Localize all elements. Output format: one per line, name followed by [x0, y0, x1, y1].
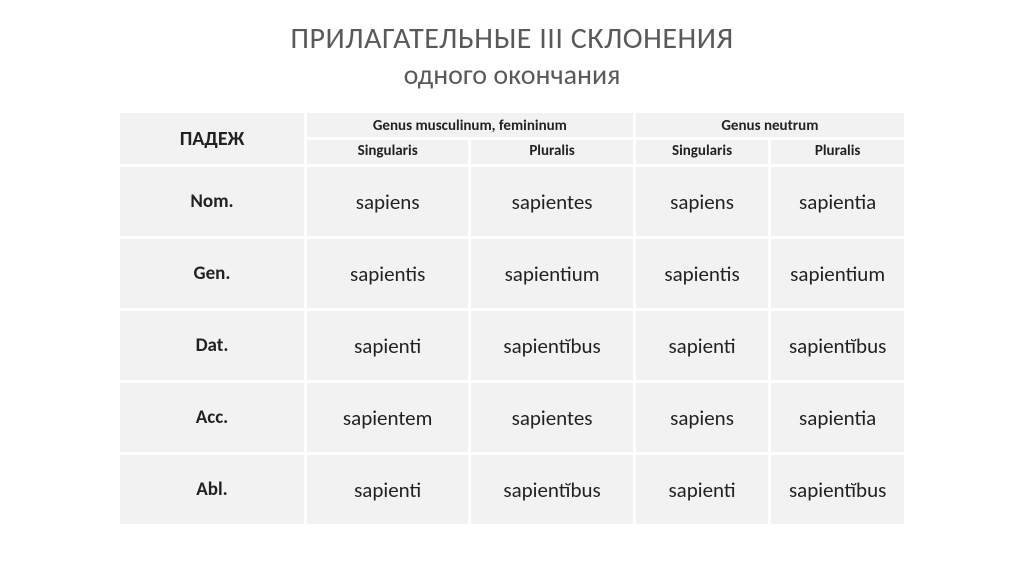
case-label: Abl. [119, 454, 306, 526]
title-line-1: ПРИЛАГАТЕЛЬНЫЕ III СКЛОНЕНИЯ [290, 20, 733, 57]
form-cell: sapientium [770, 238, 906, 310]
form-cell: sapienti [305, 310, 469, 382]
form-cell: sapientĭbus [770, 310, 906, 382]
form-cell: sapiens [634, 382, 770, 454]
form-cell: sapienti [634, 454, 770, 526]
form-cell: sapientes [470, 166, 634, 238]
form-cell: sapientĭbus [470, 310, 634, 382]
form-cell: sapientĭbus [770, 454, 906, 526]
form-cell: sapientium [470, 238, 634, 310]
table-row: Gen. sapientis sapientium sapientis sapi… [119, 238, 906, 310]
table-row: Acc. sapientem sapientes sapiens sapient… [119, 382, 906, 454]
table-row: Abl. sapienti sapientĭbus sapienti sapie… [119, 454, 906, 526]
case-label: Dat. [119, 310, 306, 382]
case-label: Acc. [119, 382, 306, 454]
number-header-mf-sg: Singularis [305, 139, 469, 166]
form-cell: sapientia [770, 382, 906, 454]
title-line-2: одного окончания [290, 57, 733, 92]
case-label: Gen. [119, 238, 306, 310]
corner-header: ПАДЕЖ [119, 112, 306, 166]
form-cell: sapiens [634, 166, 770, 238]
form-cell: sapientis [305, 238, 469, 310]
form-cell: sapientis [634, 238, 770, 310]
table-row: Nom. sapiens sapientes sapiens sapientia [119, 166, 906, 238]
form-cell: sapientia [770, 166, 906, 238]
table-row: Dat. sapienti sapientĭbus sapienti sapie… [119, 310, 906, 382]
form-cell: sapientes [470, 382, 634, 454]
genus-header-mf: Genus musculinum, femininum [305, 112, 634, 139]
number-header-mf-pl: Pluralis [470, 139, 634, 166]
form-cell: sapienti [305, 454, 469, 526]
declension-table: ПАДЕЖ Genus musculinum, femininum Genus … [117, 110, 907, 527]
number-header-n-pl: Pluralis [770, 139, 906, 166]
form-cell: sapientĭbus [470, 454, 634, 526]
genus-header-n: Genus neutrum [634, 112, 905, 139]
slide-title: ПРИЛАГАТЕЛЬНЫЕ III СКЛОНЕНИЯ одного окон… [290, 20, 733, 92]
form-cell: sapienti [634, 310, 770, 382]
header-row-1: ПАДЕЖ Genus musculinum, femininum Genus … [119, 112, 906, 139]
declension-table-container: ПАДЕЖ Genus musculinum, femininum Genus … [117, 110, 907, 527]
case-label: Nom. [119, 166, 306, 238]
form-cell: sapiens [305, 166, 469, 238]
number-header-n-sg: Singularis [634, 139, 770, 166]
form-cell: sapientem [305, 382, 469, 454]
